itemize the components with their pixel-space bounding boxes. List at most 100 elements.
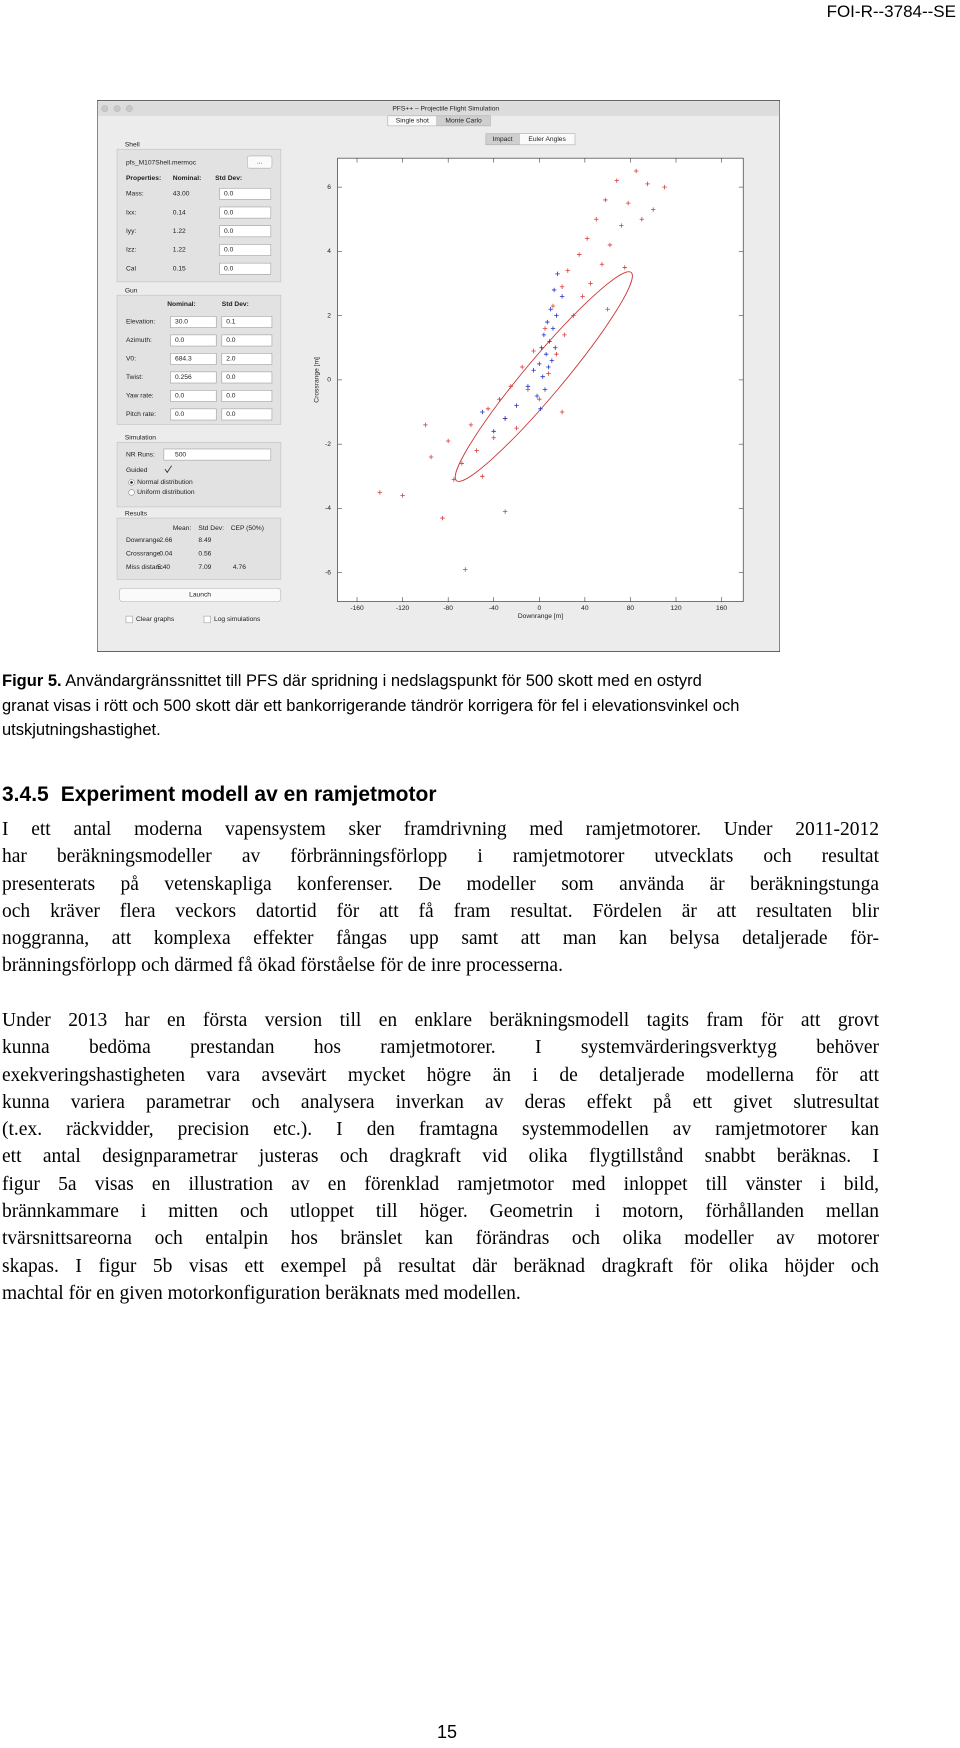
data-point	[480, 409, 485, 415]
field-value: 0.0	[175, 393, 185, 400]
window-button[interactable]	[101, 105, 109, 112]
column-header: Nominal:	[173, 175, 202, 182]
input-field[interactable]	[219, 244, 272, 256]
data-point	[485, 406, 491, 412]
field-value: 0.0	[175, 337, 185, 344]
data-point	[555, 271, 560, 277]
checkbox-checked[interactable]	[164, 465, 172, 474]
text-line: skapas. I figur 5b visas ett exempel på …	[2, 1255, 879, 1277]
radio[interactable]	[128, 489, 135, 496]
file-name: pfs_M107Shell.mermoc	[126, 159, 197, 166]
report-id: FOI-R--3784--SE	[826, 2, 956, 21]
data-point	[497, 396, 502, 402]
field-value: 0.0	[224, 191, 234, 198]
y-tick-label: 0	[327, 377, 331, 384]
text-line: tvärsnittsareorna och entalpin hos bräns…	[2, 1228, 879, 1250]
window-button[interactable]	[125, 105, 133, 112]
data-point	[550, 326, 556, 331]
window-title: PFS++ – Projectile Flight Simulation	[392, 105, 499, 112]
text-line: kunna bedöma prestandan hos ramjetmotore…	[2, 1037, 879, 1059]
input-field[interactable]	[221, 316, 273, 328]
text-line: figur 5a visas en illustration av en för…	[2, 1173, 879, 1195]
data-point	[594, 217, 599, 222]
field-value: -2.66	[157, 537, 172, 544]
text-line: machtal för en given motorkonfiguration …	[2, 1282, 521, 1304]
tab-selected[interactable]	[436, 115, 491, 127]
field-label: Cal	[126, 265, 137, 272]
data-point	[559, 284, 565, 289]
option-label: Normal distribution	[137, 479, 193, 486]
field-label: Iyy:	[126, 228, 137, 235]
input-field[interactable]	[163, 448, 272, 461]
field-value: 0.256	[175, 374, 192, 381]
data-point	[588, 281, 593, 286]
checkbox[interactable]	[203, 615, 211, 624]
input-field[interactable]	[170, 390, 217, 402]
field-value: 30.0	[175, 319, 188, 326]
radio-dot	[130, 481, 133, 484]
input-field[interactable]	[219, 225, 272, 238]
input-field[interactable]	[170, 316, 217, 328]
field-label: Guided	[126, 467, 148, 474]
data-point	[603, 197, 608, 203]
paragraph: I ett antal moderna vapensystem sker fra…	[2, 816, 879, 980]
input-field[interactable]	[170, 371, 217, 384]
data-point	[539, 345, 544, 350]
caption-line: granat visas i rött och 500 skott där et…	[2, 696, 740, 715]
column-header: Std Dev:	[198, 525, 224, 532]
browse-button[interactable]	[247, 155, 273, 169]
data-point	[538, 406, 543, 412]
input-field[interactable]	[170, 334, 217, 347]
field-label: Downrange	[126, 537, 160, 544]
field-label: Ixx:	[126, 209, 137, 216]
x-tick-label: 40	[581, 605, 589, 612]
plot-area	[337, 157, 744, 602]
data-point	[546, 371, 551, 376]
input-field[interactable]	[219, 206, 272, 219]
input-field[interactable]	[170, 408, 217, 421]
tab[interactable]	[519, 133, 576, 146]
field-label: Izz:	[126, 247, 137, 254]
data-point	[543, 351, 549, 357]
input-field[interactable]	[219, 262, 272, 275]
text-line: exekveringshastigheten vara avsevärt myc…	[2, 1064, 879, 1086]
data-point	[459, 461, 465, 466]
input-field[interactable]	[221, 371, 273, 384]
data-point	[565, 268, 571, 273]
x-tick-label: 120	[670, 605, 681, 612]
data-point	[537, 361, 542, 367]
window-button[interactable]	[113, 105, 121, 112]
section-title: Experiment modell av en ramjetmotor	[60, 783, 437, 806]
y-tick-label: -6	[325, 569, 331, 576]
data-point	[607, 242, 613, 248]
data-point	[639, 217, 645, 222]
column-header: Properties:	[126, 175, 161, 182]
field-value: 0.0	[224, 209, 234, 216]
data-point	[451, 477, 457, 482]
data-point	[633, 168, 639, 174]
data-point	[377, 490, 383, 495]
data-point	[599, 261, 605, 267]
y-tick-label: 6	[327, 184, 331, 191]
data-point	[474, 448, 479, 453]
input-field[interactable]	[221, 334, 273, 347]
input-field[interactable]	[219, 187, 272, 200]
checkbox[interactable]	[125, 615, 133, 624]
confidence-ellipse	[454, 271, 633, 482]
group-box	[116, 517, 282, 580]
input-field[interactable]	[170, 353, 217, 365]
input-field[interactable]	[221, 353, 273, 365]
input-field[interactable]	[221, 390, 273, 402]
data-point	[514, 403, 519, 408]
text-line: noggranna, att komplexa effekter fångas …	[2, 928, 879, 950]
input-field[interactable]	[221, 408, 273, 421]
data-point	[463, 567, 468, 572]
data-point	[400, 493, 405, 498]
data-point	[445, 438, 451, 444]
field-value: 4.76	[233, 564, 246, 571]
field-value: 0.0	[226, 374, 236, 381]
field-value: 0.1	[226, 319, 236, 326]
launch-button[interactable]	[119, 587, 282, 602]
section-heading: 3.4.5 Experiment modell av en ramjetmotor	[2, 783, 437, 807]
